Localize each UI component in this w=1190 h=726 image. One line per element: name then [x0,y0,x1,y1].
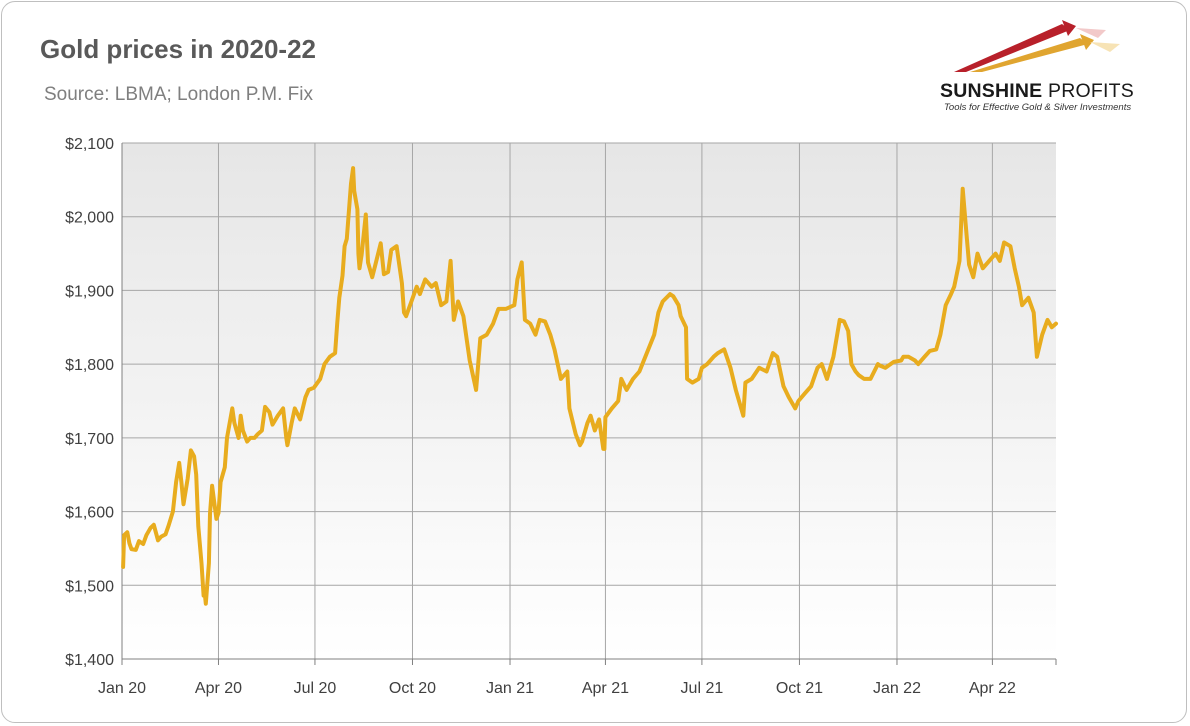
x-tick-label: Jan 22 [873,680,921,697]
logo-sparkle-pink [1076,28,1106,38]
y-axis-tick-labels: $1,400 $1,500 $1,600 $1,700 $1,800 $1,900 $2,0… [65,136,114,669]
x-axis-tick-labels: Jan 20 Apr 20 Jul 20 Oct 20 Jan 21 Apr 21 Jul … [98,680,1016,697]
logo-gold-stroke [970,38,1088,72]
logo-gold-arrowhead [1080,34,1094,50]
chart-subtitle: Source: LBMA; London P.M. Fix [44,84,313,105]
logo-wordmark: SUNSHINE PROFITS [940,80,1134,103]
x-tick-label: Jul 21 [681,680,724,697]
x-tick-label: Apr 22 [969,680,1016,697]
x-tick-label: Apr 21 [582,680,629,697]
y-tick-label: $1,800 [65,357,114,374]
y-tick-label: $1,400 [65,652,114,669]
logo-wordmark-part1: SUNSHINE [940,80,1043,102]
chart-title: Gold prices in 2020-22 [40,34,317,64]
y-tick-label: $1,700 [65,431,114,448]
y-tick-label: $2,100 [65,136,114,153]
logo-red-arrowhead [1062,20,1076,36]
logo-sparkle-cream [1090,42,1120,52]
grid-lines [121,142,1056,660]
x-tick-label: Jul 20 [294,680,337,697]
axes [121,143,1057,665]
logo-wordmark-part2: PROFITS [1048,80,1134,102]
logo-red-stroke [954,24,1070,72]
y-tick-label: $1,900 [65,283,114,300]
y-tick-label: $1,600 [65,505,114,522]
series-line-gold-price [121,166,1058,606]
logo-tagline: Tools for Effective Gold & Silver Invest… [944,102,1132,113]
y-tick-label: $2,000 [65,210,114,227]
x-tick-label: Apr 20 [195,680,242,697]
x-tick-label: Oct 21 [776,680,823,697]
x-tick-label: Jan 20 [98,680,146,697]
plot-area [122,143,1056,659]
y-tick-label: $1,500 [65,578,114,595]
sunshine-profits-logo-mark [954,20,1120,72]
x-tick-label: Oct 20 [389,680,436,697]
x-tick-label: Jan 21 [486,680,534,697]
